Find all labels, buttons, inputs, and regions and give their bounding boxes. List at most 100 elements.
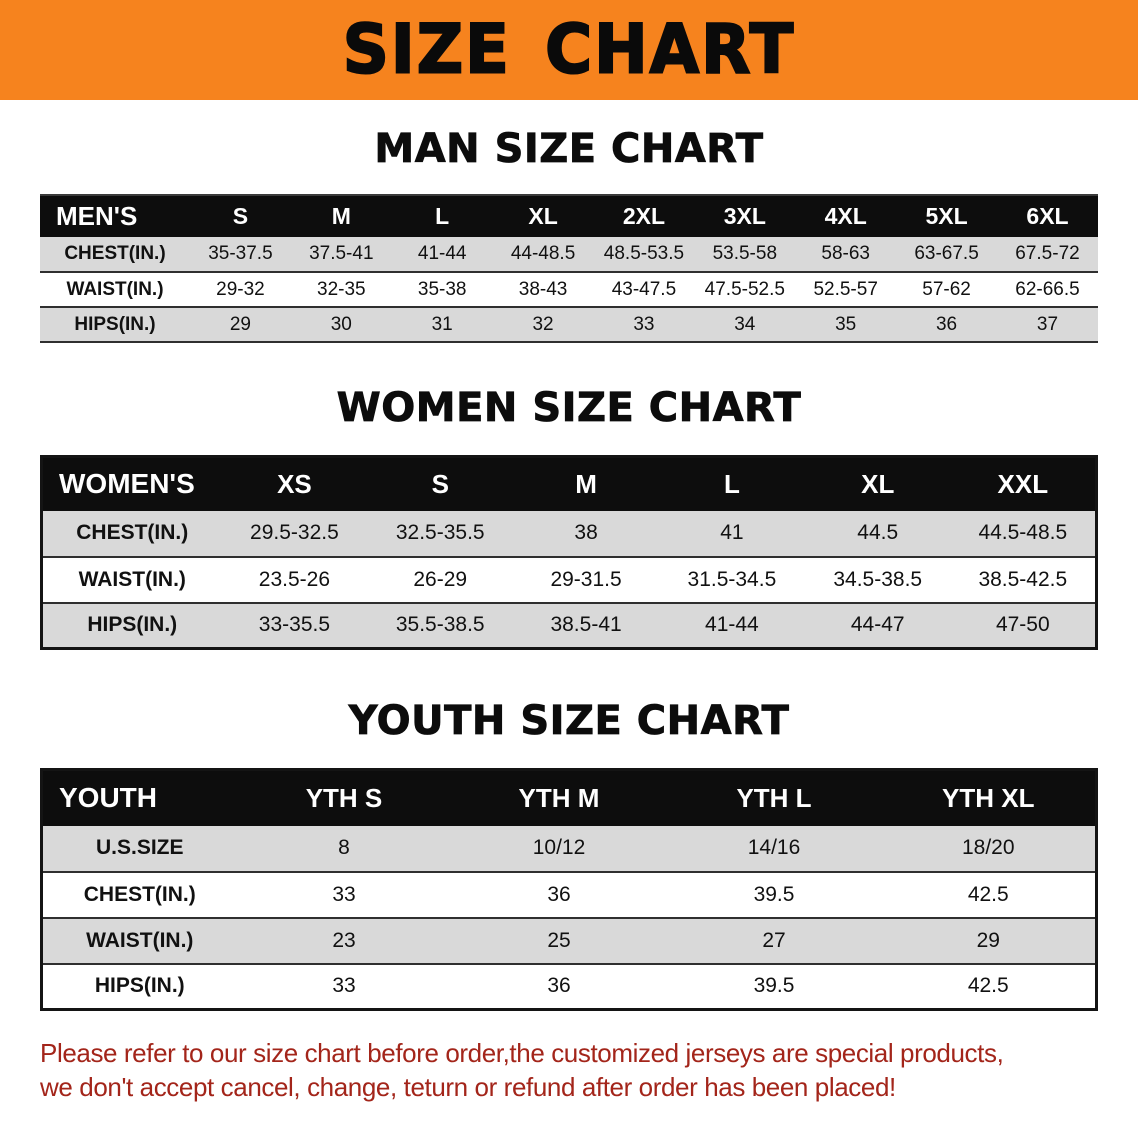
measurement-value-cell: 39.5 bbox=[753, 882, 795, 906]
measurement-value-cell: 31.5-34.5 bbox=[687, 567, 777, 591]
measurement-value-cell: 62-66.5 bbox=[1015, 278, 1080, 300]
measurement-value-cell: 10/12 bbox=[532, 836, 586, 859]
measurement-value-cell: 44.5-48.5 bbox=[978, 521, 1068, 544]
measurement-value-cell: 35.5-38.5 bbox=[395, 613, 485, 637]
measurement-row: WAIST(IN.) 29-32 32-35 35-38 38-43 43-47.5 47.… bbox=[40, 272, 1098, 307]
measurement-value-cell: 36 bbox=[935, 313, 958, 335]
measurement-value-cell: 39.5 bbox=[753, 974, 795, 998]
measurement-value-cell: 48.5-53.5 bbox=[603, 243, 685, 264]
disclaimer-line-2: we don't accept cancel, change, teturn o… bbox=[40, 1071, 896, 1102]
measurement-value-cell: 44-48.5 bbox=[510, 243, 576, 264]
measurement-value-cell: 57-62 bbox=[922, 278, 971, 300]
measurement-value-cell: 42.5 bbox=[967, 882, 1009, 906]
measurement-value-cell: 33 bbox=[332, 882, 356, 906]
measurement-value-cell: 33 bbox=[633, 313, 655, 335]
size-column-header-cell: XXL bbox=[950, 456, 1097, 511]
measurement-value-cell: 23.5-26 bbox=[258, 567, 331, 591]
measurement-label-cell: HIPS(IN.) bbox=[74, 313, 156, 335]
size-column-header-cell: L bbox=[658, 456, 805, 511]
page-title: SIZE CHART bbox=[342, 10, 796, 90]
men-size-section: MAN SIZE CHART MEN'S S M L XL 2XL 3XL 4XL 5XL 6XL… bbox=[0, 126, 1138, 343]
measurement-label-cell: HIPS(IN.) bbox=[94, 974, 185, 998]
measurement-value-cell: 63-67.5 bbox=[914, 243, 979, 264]
measurement-value-cell: 29.5-32.5 bbox=[250, 521, 339, 544]
size-column-header-cell: XL bbox=[804, 456, 951, 511]
size-column-header-cell: M bbox=[290, 195, 392, 237]
measurement-value-cell: 34 bbox=[734, 313, 756, 335]
table-title-cell: YOUTH bbox=[41, 769, 237, 826]
measurement-label-cell: CHEST(IN.) bbox=[64, 243, 166, 264]
measurement-value-cell: 29-32 bbox=[216, 278, 265, 300]
women-size-heading: WOMEN SIZE CHART bbox=[336, 385, 802, 432]
measurement-value-cell: 23 bbox=[332, 928, 356, 952]
measurement-label-cell: WAIST(IN.) bbox=[78, 567, 186, 591]
measurement-row: HIPS(IN.) 33-35.5 35.5-38.5 38.5-41 41-44 44-… bbox=[41, 602, 1097, 649]
measurement-value-cell: 36 bbox=[547, 882, 571, 906]
size-column-header-cell: YTH L bbox=[666, 769, 882, 826]
measurement-value-cell: 38 bbox=[574, 521, 598, 544]
size-column-header-cell: 4XL bbox=[795, 195, 897, 237]
measurement-row: CHEST(IN.) 29.5-32.5 32.5-35.5 38 41 44.5 44.5… bbox=[41, 510, 1097, 557]
measurement-row: WAIST(IN.) 23.5-26 26-29 29-31.5 31.5-34.5 34… bbox=[41, 556, 1097, 603]
size-column-header-cell: XS bbox=[221, 456, 368, 511]
measurement-value-cell: 29 bbox=[976, 928, 1000, 952]
measurement-value-cell: 38-43 bbox=[518, 278, 568, 300]
measurement-row: HIPS(IN.) 29 30 31 32 33 34 35 36 37 bbox=[40, 307, 1098, 342]
measurement-value-cell: 37 bbox=[1036, 313, 1059, 335]
measurement-value-cell: 42.5 bbox=[967, 974, 1009, 998]
size-chart-page: SIZE CHART MAN SIZE CHART MEN'S S M L XL 2XL 3… bbox=[0, 0, 1138, 1105]
measurement-value-cell: 35-38 bbox=[417, 278, 467, 300]
size-column-header-cell: S bbox=[190, 195, 291, 237]
measurement-value-cell: 58-63 bbox=[821, 243, 870, 264]
measurement-row: CHEST(IN.) 33 36 39.5 42.5 bbox=[41, 871, 1097, 918]
size-column-header-cell: L bbox=[391, 195, 493, 237]
measurement-value-cell: 18/20 bbox=[961, 836, 1015, 859]
measurement-value-cell: 43-47.5 bbox=[611, 278, 677, 300]
measurement-label-cell: HIPS(IN.) bbox=[87, 613, 178, 637]
measurement-value-cell: 27 bbox=[762, 928, 786, 952]
title-banner: SIZE CHART bbox=[0, 0, 1138, 100]
size-column-header-cell: S bbox=[367, 456, 514, 511]
youth-size-table: YOUTH YTH S YTH M YTH L YTH XL U.S.SIZE 8 10/12… bbox=[40, 768, 1098, 1011]
table-title-cell: MEN'S bbox=[40, 195, 190, 237]
size-column-header-cell: M bbox=[513, 456, 659, 511]
measurement-value-cell: 14/16 bbox=[747, 836, 801, 859]
measurement-row: U.S.SIZE 8 10/12 14/16 18/20 bbox=[41, 825, 1097, 872]
men-size-heading: MAN SIZE CHART bbox=[374, 126, 764, 173]
measurement-value-cell: 47-50 bbox=[995, 613, 1050, 637]
measurement-value-cell: 38.5-41 bbox=[550, 613, 622, 637]
measurement-value-cell: 34.5-38.5 bbox=[833, 567, 923, 591]
measurement-value-cell: 32.5-35.5 bbox=[395, 521, 485, 544]
measurement-value-cell: 38.5-42.5 bbox=[978, 567, 1068, 591]
size-header-row: YOUTH YTH S YTH M YTH L YTH XL bbox=[41, 769, 1097, 826]
youth-size-section: YOUTH SIZE CHART YOUTH YTH S YTH M YTH L YTH… bbox=[0, 698, 1138, 1011]
women-size-section: WOMEN SIZE CHART WOMEN'S XS S M L XL XXL CHEST(… bbox=[0, 385, 1138, 650]
measurement-value-cell: 44.5 bbox=[857, 521, 899, 544]
size-column-header-cell: 6XL bbox=[997, 195, 1098, 237]
measurement-value-cell: 52.5-57 bbox=[813, 278, 878, 300]
measurement-value-cell: 35-37.5 bbox=[208, 243, 273, 264]
measurement-label-cell: WAIST(IN.) bbox=[66, 278, 164, 300]
measurement-label-cell: WAIST(IN.) bbox=[86, 928, 194, 952]
measurement-label-cell: CHEST(IN.) bbox=[76, 521, 189, 544]
disclaimer-line-1: Please refer to our size chart before or… bbox=[40, 1038, 1004, 1068]
size-column-header-cell: 3XL bbox=[694, 195, 796, 237]
size-header-row: WOMEN'S XS S M L XL XXL bbox=[41, 456, 1097, 511]
men-size-table: MEN'S S M L XL 2XL 3XL 4XL 5XL 6XL CHEST(IN.) 35-37… bbox=[40, 194, 1098, 343]
youth-size-heading: YOUTH SIZE CHART bbox=[348, 698, 790, 745]
measurement-value-cell: 29 bbox=[229, 313, 251, 335]
table-title-cell: WOMEN'S bbox=[41, 456, 222, 511]
women-size-table: WOMEN'S XS S M L XL XXL CHEST(IN.) 29.5-32.5 32.5… bbox=[40, 455, 1098, 650]
measurement-label-cell: CHEST(IN.) bbox=[83, 882, 196, 906]
measurement-value-cell: 30 bbox=[330, 313, 352, 335]
measurement-value-cell: 47.5-52.5 bbox=[704, 278, 785, 300]
measurement-value-cell: 41-44 bbox=[705, 613, 759, 637]
measurement-value-cell: 53.5-58 bbox=[712, 243, 778, 264]
size-column-header-cell: XL bbox=[492, 195, 594, 237]
disclaimer-note: Please refer to our size chart before or… bbox=[0, 1037, 1138, 1105]
measurement-value-cell: 36 bbox=[547, 974, 571, 998]
size-column-header-cell: YTH XL bbox=[881, 769, 1097, 826]
measurement-row: WAIST(IN.) 23 25 27 29 bbox=[41, 917, 1097, 964]
size-column-header-cell: 5XL bbox=[896, 195, 997, 237]
measurement-value-cell: 67.5-72 bbox=[1015, 243, 1080, 264]
